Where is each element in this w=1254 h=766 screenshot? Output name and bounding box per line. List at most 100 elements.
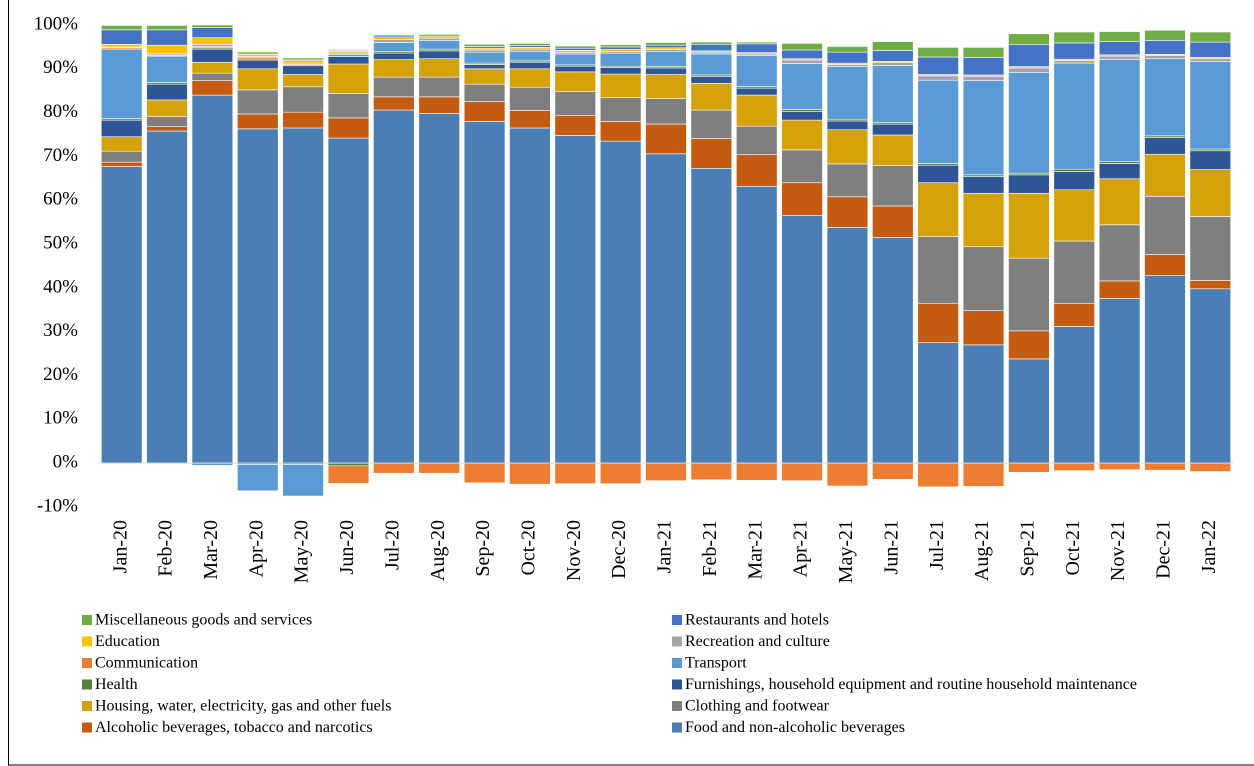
bar-segment (146, 116, 188, 127)
bar-segment (872, 41, 914, 51)
x-tick-label: Apr-21 (790, 520, 812, 577)
bar-segment (826, 462, 869, 487)
bar-segment (1008, 257, 1050, 332)
bar-segment (736, 87, 778, 96)
bar-segment (327, 56, 370, 65)
y-tick-label: 60% (43, 189, 78, 210)
x-tick-label: May-20 (291, 520, 313, 583)
bar-segment (1189, 462, 1232, 472)
bar-segment (100, 43, 143, 48)
bar-segment (917, 342, 959, 464)
x-tick-label: Feb-21 (699, 520, 721, 577)
bar-segment (599, 46, 642, 50)
bar-segment (282, 86, 324, 113)
bar-segment (509, 48, 551, 52)
y-tick-label: 50% (43, 232, 78, 253)
bar-segment (418, 76, 460, 98)
bar-segment (418, 37, 460, 41)
bar-segment (463, 462, 506, 484)
bar-segment (1144, 29, 1186, 41)
bar-segment (100, 166, 143, 464)
bar-segment (962, 47, 1005, 58)
bar-segment (1053, 189, 1095, 242)
bar-segment (1144, 55, 1186, 60)
bar-segment (690, 138, 733, 169)
bar-segment (736, 94, 778, 127)
x-tick-label: May-21 (835, 520, 857, 583)
bar-segment (917, 236, 959, 304)
bar-segment (690, 43, 733, 52)
bar-segment (645, 44, 687, 49)
bar-segment (418, 40, 460, 50)
bar-segment (1144, 196, 1186, 255)
bar-segment (327, 54, 370, 57)
bar-segment (373, 109, 415, 464)
bar-segment (373, 462, 415, 474)
bar-segment (1098, 224, 1141, 282)
bar-segment (645, 98, 687, 125)
bar-segment (1098, 178, 1141, 226)
legend-label: Alcoholic beverages, tobacco and narcoti… (95, 719, 373, 736)
bar-segment (146, 126, 188, 132)
bar-segment (917, 56, 959, 75)
bar-segment (100, 119, 143, 138)
bar-segment (373, 34, 415, 37)
bar-segment (327, 63, 370, 94)
bar-segment (1144, 462, 1186, 471)
y-tick-label: 70% (43, 145, 78, 166)
bar-segment (781, 63, 823, 110)
bar-segment (826, 46, 869, 53)
bar-segment (1008, 44, 1050, 67)
bar-segment (599, 97, 642, 122)
bar-segment (1008, 462, 1050, 473)
bar-segment (872, 123, 914, 136)
bar-segment (917, 164, 959, 184)
bar-segment (645, 50, 687, 67)
bar-segment (100, 25, 143, 31)
bar-segment (418, 33, 460, 35)
legend-swatch (82, 679, 92, 690)
bar-segment (736, 185, 778, 464)
bar-segment (1098, 41, 1141, 56)
bar-segment (826, 129, 869, 165)
bar-segment (1144, 58, 1186, 137)
bar-segment (373, 76, 415, 98)
bar-segment (1098, 59, 1141, 163)
bar-segment (872, 134, 914, 166)
bar-segment (826, 66, 869, 120)
bar-segment (1098, 55, 1141, 60)
bar-segment (1053, 171, 1095, 191)
bar-segment (1189, 169, 1232, 217)
bar-segment (1053, 303, 1095, 327)
bar-segment (509, 61, 551, 70)
bar-segment (373, 59, 415, 78)
legend-label: Recreation and culture (685, 633, 830, 650)
bar-segment (191, 61, 234, 74)
bar-segment (872, 462, 914, 480)
bar-segment (100, 150, 143, 163)
bar-segment (554, 115, 596, 136)
bar-segment (191, 48, 234, 63)
bar-segment (418, 58, 460, 78)
x-tick-label: Nov-20 (563, 520, 585, 581)
bar-segment (1008, 72, 1050, 174)
bar-segment (1189, 216, 1232, 281)
legend-label: Health (95, 676, 138, 693)
bar-segment (690, 76, 733, 84)
bar-segment (327, 117, 370, 139)
bar-segment (599, 52, 642, 67)
x-tick-label: Jul-21 (926, 520, 948, 570)
bar-segment (554, 135, 596, 464)
bar-segment (100, 29, 143, 45)
bar-segment (554, 45, 596, 49)
bar-segment (1144, 137, 1186, 155)
legend-swatch (672, 658, 682, 668)
bar-segment (509, 43, 551, 46)
bar-segment (917, 182, 959, 237)
bar-segment (962, 80, 1005, 176)
bar-segment (1189, 280, 1232, 290)
bar-segment (327, 49, 370, 51)
bar-segment (191, 94, 234, 464)
bar-segment (191, 80, 234, 96)
bar-segment (690, 53, 733, 76)
